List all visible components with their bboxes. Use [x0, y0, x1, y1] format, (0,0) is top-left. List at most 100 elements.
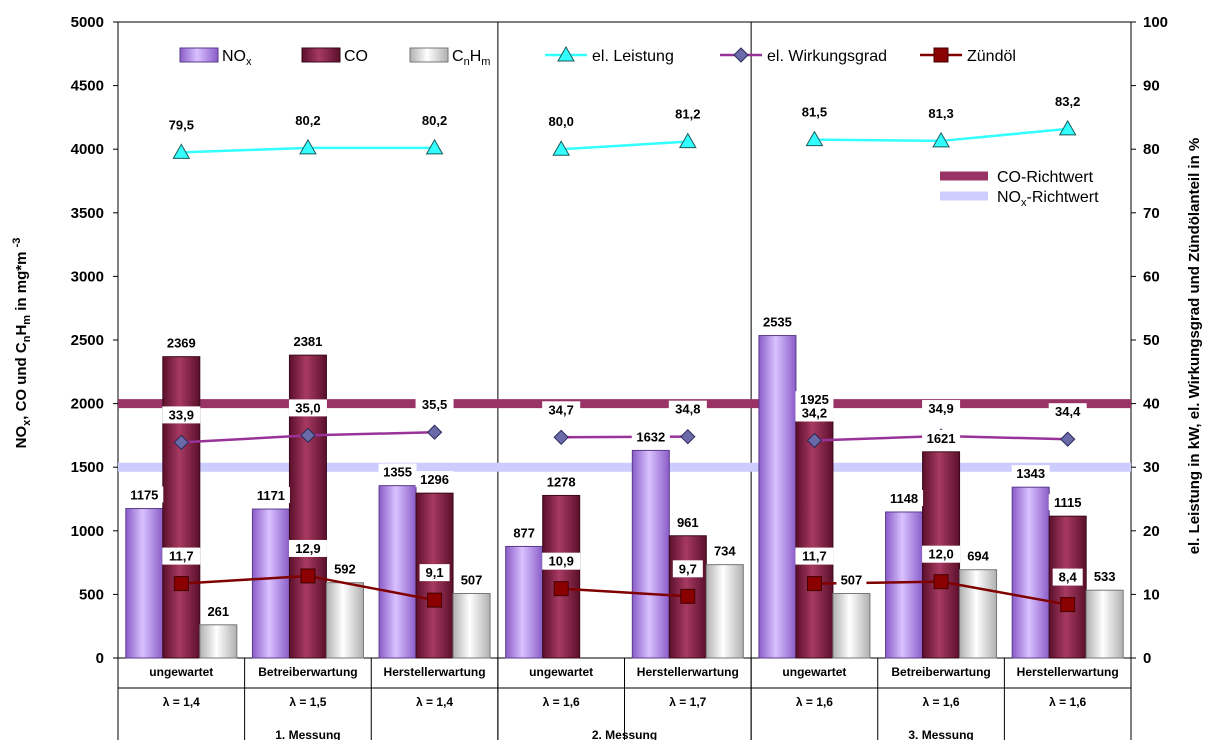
data-labels: 1175 1171 1355 877 1632 2535 1148 1343 2369 2381 1…	[125, 94, 1120, 619]
cnhm-label-bg	[836, 571, 867, 588]
leistung-marker	[552, 140, 571, 156]
group-label: 3. Messung	[908, 728, 973, 740]
co-label: 1278	[547, 474, 576, 489]
zuendoel-marker	[300, 568, 316, 584]
leistung-label: 83,2	[1055, 94, 1080, 109]
nox-label: 1171	[257, 488, 285, 503]
lambda-label: λ = 1,4	[163, 695, 200, 709]
leistung-label: 79,5	[169, 117, 194, 132]
nox-label: 877	[513, 525, 535, 540]
co-label-bg	[922, 429, 961, 446]
wirkungsgrad-marker	[680, 428, 696, 445]
leistung-label: 80,2	[295, 113, 320, 128]
right-tick-label: 60	[1143, 268, 1160, 285]
nox-label-bg	[885, 489, 924, 506]
lambda-label: λ = 1,6	[543, 695, 580, 709]
leistung-marker	[299, 138, 317, 155]
zuendoel-marker	[1060, 597, 1076, 613]
wirkungsgrad-label-bg	[795, 404, 834, 422]
wirkungsgrad-marker	[1059, 431, 1076, 447]
zuendoel-label: 12,9	[295, 541, 320, 556]
left-tick-label: 4500	[71, 78, 104, 95]
right-tick-label: 50	[1143, 332, 1160, 349]
bar-series	[125, 335, 1124, 659]
left-tick-label: 2500	[71, 332, 104, 349]
nox-bar	[885, 511, 924, 659]
nox-label: 1175	[130, 488, 158, 503]
zuendoel-marker	[173, 576, 189, 592]
wirkungsgrad-marker	[300, 427, 316, 444]
cnhm-label-bg	[1089, 568, 1120, 585]
co-label: 961	[677, 515, 699, 530]
zuendoel-marker	[427, 592, 443, 608]
cnhm-bar	[832, 593, 871, 659]
cnhm-label: 261	[207, 604, 229, 619]
wirkungsgrad-label: 34,7	[549, 402, 574, 417]
zuendoel-label-bg	[419, 564, 450, 582]
category-label: Herstellerwartung	[384, 665, 486, 679]
co-label-bg	[542, 473, 581, 490]
zuendoel-label: 9,7	[679, 561, 697, 576]
zuendoel-label-bg	[162, 547, 201, 565]
cnhm-bar	[959, 569, 998, 659]
co-label-bg	[795, 391, 834, 408]
leistung-line	[561, 140, 688, 151]
nox-bar	[631, 449, 670, 659]
leistung-label: 80,2	[422, 113, 447, 128]
cnhm-bar	[1085, 589, 1124, 659]
cnhm-label-bg	[203, 602, 234, 619]
category-label: ungewartet	[782, 665, 846, 679]
legend-item: NOx-Richtwert	[940, 189, 1099, 209]
nox-label: 1632	[636, 429, 665, 444]
zuendoel-line	[561, 587, 688, 598]
leistung-label: 80,0	[549, 114, 574, 129]
co-label: 2369	[167, 336, 196, 351]
wirkungsgrad-label-bg	[542, 401, 581, 419]
wirkungsgrad-label: 34,4	[1055, 404, 1081, 419]
right-tick-label: 80	[1143, 141, 1160, 158]
left-tick-label: 500	[79, 586, 104, 603]
category-label: Herstellerwartung	[1017, 665, 1119, 679]
axes: 0500100015002000250030003500400045005000…	[11, 14, 1203, 740]
leistung-marker	[805, 130, 824, 147]
nox-bar	[1011, 486, 1050, 659]
nox-bar	[378, 485, 417, 659]
left-tick-label: 4000	[71, 141, 104, 158]
zuendoel-label: 11,7	[802, 549, 827, 564]
nox-label-bg	[758, 313, 797, 330]
nox-label: 1343	[1016, 466, 1045, 481]
zuendoel-label-bg	[795, 547, 834, 565]
zuendoel-marker	[680, 588, 696, 604]
right-tick-label: 90	[1143, 78, 1160, 95]
wirkungsgrad-label: 35,0	[295, 400, 320, 415]
zuendoel-label: 11,7	[169, 549, 194, 564]
lambda-label: λ = 1,6	[796, 695, 833, 709]
co-label-bg	[672, 513, 703, 530]
zuendoel-label-bg	[1052, 568, 1083, 586]
zuendoel-label-bg	[672, 560, 703, 578]
cnhm-label: 507	[841, 573, 863, 588]
cnhm-label-bg	[709, 542, 740, 559]
co-label: 2381	[293, 334, 322, 349]
zuendoel-label: 12,0	[928, 547, 953, 562]
legend-item: NOx	[179, 47, 252, 68]
category-label: ungewartet	[149, 665, 213, 679]
leistung-marker	[1058, 119, 1077, 136]
nox-label-bg	[509, 524, 540, 541]
cnhm-bar	[705, 564, 744, 659]
leistung-label: 81,5	[802, 105, 827, 120]
right-tick-label: 20	[1143, 523, 1160, 540]
legend-item: el. Leistung	[545, 45, 674, 65]
left-tick-label: 3000	[71, 268, 104, 285]
cnhm-label: 507	[461, 573, 483, 588]
wirkungsgrad-marker	[426, 424, 443, 440]
lambda-label: λ = 1,7	[669, 695, 706, 709]
nox-bar	[505, 545, 544, 659]
zuendoel-label-bg	[288, 539, 327, 557]
zuendoel-label-bg	[542, 552, 581, 570]
nox-label: 1355	[383, 465, 412, 480]
cnhm-label: 592	[334, 562, 356, 577]
legend-marker	[557, 45, 575, 62]
zuendoel-label: 10,9	[549, 554, 574, 569]
